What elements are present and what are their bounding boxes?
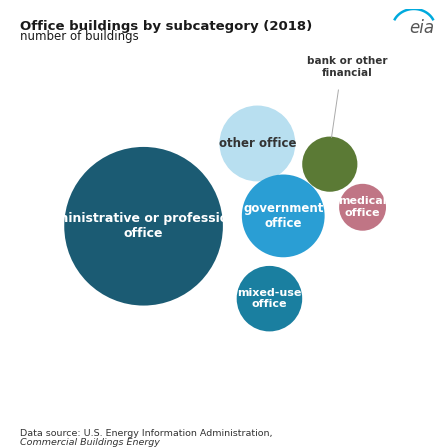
Text: medical
office: medical office [338,197,387,218]
Text: eia: eia [409,19,434,37]
Text: mixed-use
office: mixed-use office [237,288,302,310]
Circle shape [302,137,357,192]
Circle shape [242,175,325,257]
Circle shape [64,147,223,306]
Text: administrative or professional
office: administrative or professional office [38,212,250,240]
Text: Commercial Buildings Energy
Consumption Survey: Commercial Buildings Energy Consumption … [20,438,160,448]
Text: number of buildings: number of buildings [20,30,139,43]
Circle shape [219,106,295,181]
Text: Data source: U.S. Energy Information Administration,: Data source: U.S. Energy Information Adm… [20,429,275,438]
Text: other office: other office [218,137,296,150]
Text: bank or other
financial: bank or other financial [307,56,387,78]
Circle shape [339,184,386,231]
Text: government
office: government office [243,202,324,230]
Circle shape [237,266,302,332]
Text: Office buildings by subcategory (2018): Office buildings by subcategory (2018) [20,20,312,33]
